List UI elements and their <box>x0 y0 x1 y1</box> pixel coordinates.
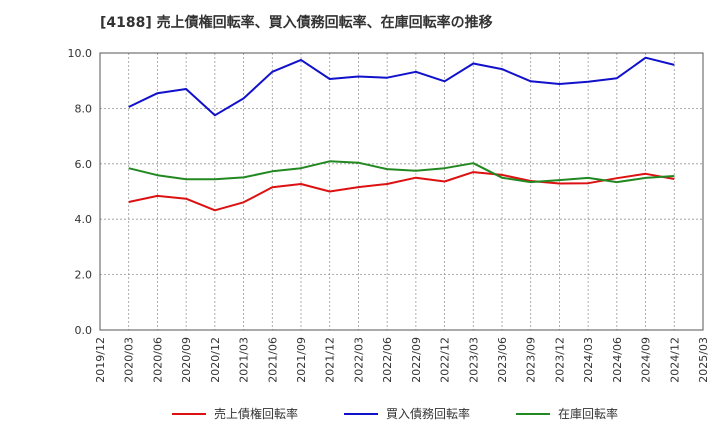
series-line-0 <box>128 171 675 212</box>
x-tick-label: 2023/03 <box>467 337 480 383</box>
x-tick-label: 2022/09 <box>410 337 423 383</box>
grid-layer <box>100 53 703 330</box>
legend-label-0: 売上債権回転率 <box>214 406 298 421</box>
legend: 売上債権回転率 買入債務回転率 在庫回転率 <box>172 406 618 421</box>
x-tick-label: 2023/06 <box>496 337 509 383</box>
x-tick-label: 2023/09 <box>525 337 538 383</box>
x-tick-label: 2020/12 <box>209 337 222 383</box>
x-tick-label: 2024/03 <box>582 337 595 383</box>
x-tick-label: 2023/12 <box>553 337 566 383</box>
plot-frame <box>99 52 704 331</box>
x-tick-label: 2019/12 <box>94 337 107 383</box>
x-tick-label: 2024/09 <box>640 337 653 383</box>
x-tick-label: 2024/06 <box>611 337 624 383</box>
x-tick-label: 2024/12 <box>668 337 681 383</box>
x-tick-label: 2021/12 <box>324 337 337 383</box>
axis-layer: 0.0 2.0 4.0 6.0 8.0 10.0 2019/12 2020/03 2020/06… <box>68 47 711 383</box>
y-tick-label: 10.0 <box>68 47 93 60</box>
x-tick-label: 2021/06 <box>266 337 279 383</box>
x-tick-label: 2022/06 <box>381 337 394 383</box>
y-tick-label: 2.0 <box>75 269 93 282</box>
x-tick-label: 2025/03 <box>697 337 710 383</box>
x-tick-label: 2020/09 <box>180 337 193 383</box>
x-tick-label: 2022/12 <box>439 337 452 383</box>
series-line-1 <box>128 56 675 117</box>
x-tick-label: 2022/03 <box>352 337 365 383</box>
x-tick-label: 2021/09 <box>295 337 308 383</box>
legend-label-2: 在庫回転率 <box>558 406 618 421</box>
legend-label-1: 買入債務回転率 <box>386 406 470 421</box>
x-tick-label: 2020/03 <box>123 337 136 383</box>
x-tick-label: 2020/06 <box>151 337 164 383</box>
series-line-2 <box>128 160 675 184</box>
y-tick-label: 8.0 <box>75 102 93 115</box>
y-tick-label: 6.0 <box>75 158 93 171</box>
y-tick-label: 0.0 <box>75 324 93 337</box>
x-tick-label: 2021/03 <box>238 337 251 383</box>
series-layer <box>128 56 675 212</box>
y-tick-label: 4.0 <box>75 213 93 226</box>
chart-title: [4188] 売上債権回転率、買入債務回転率、在庫回転率の推移 <box>100 15 493 31</box>
